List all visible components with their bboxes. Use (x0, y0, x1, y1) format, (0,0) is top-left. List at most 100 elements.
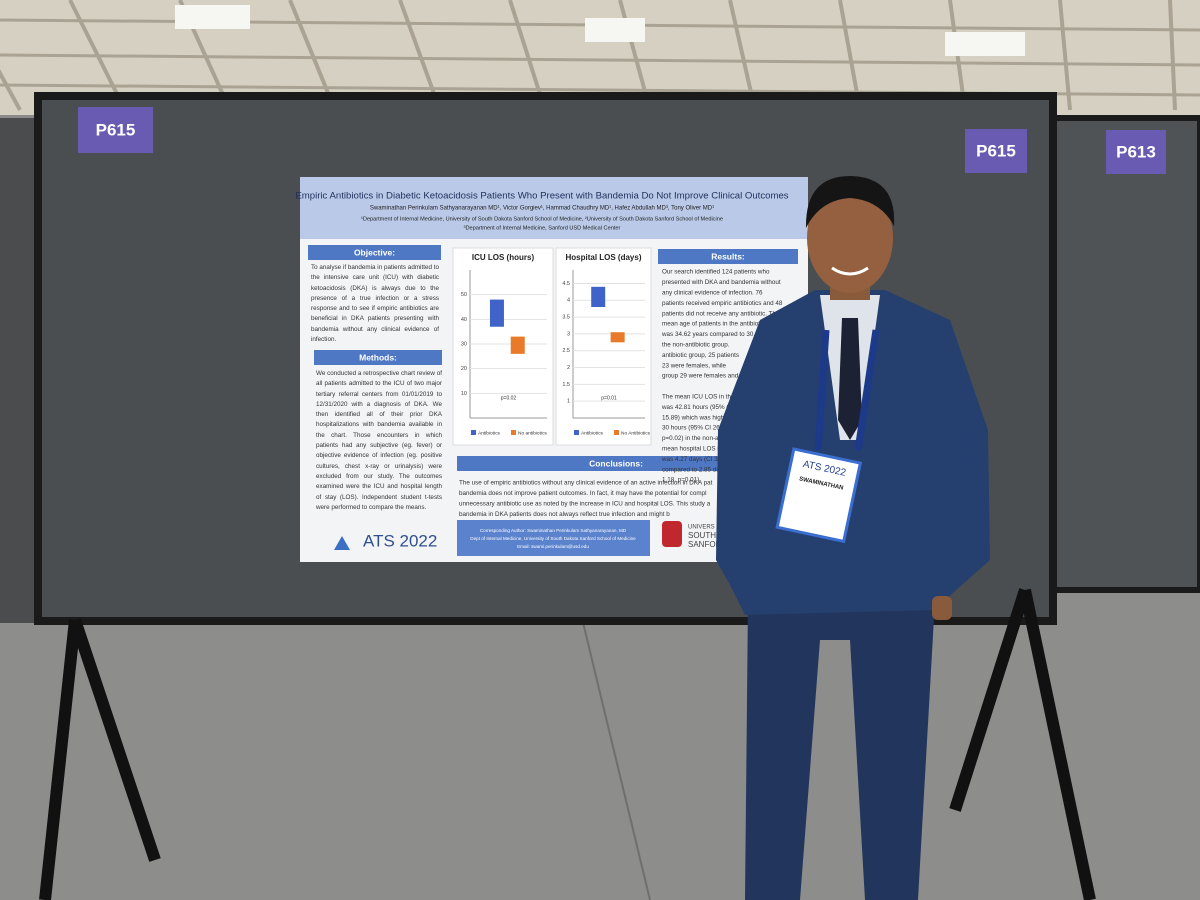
easel-leg (39, 619, 81, 900)
results-line: compared to 2.85 da (662, 466, 720, 473)
floor (0, 590, 1200, 900)
results-line: presented with DKA and bandemia without (662, 279, 781, 286)
legend-label: No antibiotics (518, 430, 547, 436)
y-tick-label: 20 (461, 366, 467, 372)
floor-seam (579, 609, 651, 900)
legend-swatch (614, 430, 619, 435)
badge-card (775, 447, 863, 544)
footer-line: Dept of Internal Medicine, University of… (470, 536, 636, 541)
section-heading-text: Results: (711, 251, 745, 261)
results-line: mean hospital LOS in (662, 445, 723, 452)
chart-title: Hospital LOS (days) (565, 253, 641, 262)
y-tick-label: 4 (567, 298, 570, 304)
legend-label: Antibiotics (478, 430, 500, 436)
hand (932, 596, 952, 620)
ceiling-beam (288, 0, 337, 111)
range-box (510, 336, 525, 354)
p-value: p=0.02 (501, 395, 517, 401)
y-tick-label: 4.5 (562, 281, 570, 287)
range-box (489, 299, 504, 327)
y-tick-label: 40 (461, 317, 467, 323)
conclusions-line: bandemia in DKA patients does not always… (459, 511, 670, 518)
ceiling-light (585, 18, 645, 42)
y-tick-label: 1.5 (562, 382, 570, 388)
section-heading-text: Conclusions: (589, 458, 643, 468)
university-name: UNIVERS (688, 525, 715, 531)
conclusions-line: bandemia does not improve patient outcom… (459, 490, 706, 497)
section-heading-text: Methods: (359, 352, 397, 362)
ceiling-light (175, 5, 250, 29)
results-line: the non-antibiotic group. (662, 341, 730, 348)
range-box (591, 286, 606, 307)
y-tick-label: 2 (567, 365, 570, 371)
ceiling-beam (1168, 0, 1177, 111)
results-line: p=0.02) in the non-a (662, 435, 719, 442)
legend-label: No Antibiotics (621, 430, 651, 436)
university-name: SANFORD S (688, 540, 735, 549)
ceiling-beam (508, 0, 547, 111)
booth-sign (1106, 130, 1166, 174)
conclusions-line: The use of empiric antibiotics without a… (459, 480, 713, 487)
y-tick-label: 10 (461, 391, 467, 397)
lanyard (814, 329, 880, 451)
ats-icon (334, 536, 350, 550)
legs (745, 600, 935, 900)
hair (805, 175, 895, 228)
legend-swatch (574, 430, 579, 435)
results-line: was 34.62 years compared to 30.50 (661, 331, 763, 338)
smile (831, 266, 869, 276)
easel-leg (949, 588, 1031, 812)
head (807, 183, 893, 293)
y-tick-label: 3.5 (562, 315, 570, 321)
poster-affiliation: ³Department of Internal Medicine, Sanfor… (464, 225, 621, 231)
easel-leg (69, 618, 161, 862)
poster-authors: Swaminathan Perinkulam Sathyanarayanan M… (370, 206, 714, 212)
chart-title: ICU LOS (hours) (472, 253, 535, 262)
results-line: any clinical evidence of infection. 76 (662, 289, 763, 296)
section-heading (308, 245, 441, 260)
results-line: 23 were females, while (662, 362, 727, 369)
results-line: patients received empiric antibiotics an… (662, 300, 783, 307)
range-box (610, 332, 625, 343)
results-line: The mean ICU LOS in th (662, 393, 731, 400)
y-tick-label: 2.5 (562, 348, 570, 354)
easel-leg (1019, 588, 1096, 900)
poster-header (300, 177, 808, 239)
tie (838, 318, 862, 440)
ceiling-beam (0, 53, 1200, 67)
y-tick-label: 1 (567, 399, 570, 405)
usd-logo (662, 521, 682, 547)
y-tick-label: 3 (567, 331, 570, 337)
results-line: 30 hours (95% CI 26.3 (662, 425, 726, 432)
results-line: was 42.81 hours (95% C (661, 404, 731, 411)
legend-label: Antibiotics (581, 430, 603, 436)
results-line: 1.18, p=0.01) (662, 477, 699, 484)
ceiling-light (945, 32, 1025, 56)
legend-swatch (511, 430, 516, 435)
booth-number: P613 (1116, 142, 1156, 161)
poster-title: Empiric Antibiotics in Diabetic Ketoacid… (295, 191, 788, 202)
y-tick-label: 50 (461, 292, 467, 298)
results-line: Our search identified 124 patients who (662, 269, 770, 276)
results-line: mean age of patients in the antibiotic g… (662, 321, 783, 328)
section-heading (658, 249, 798, 264)
chart-panel (555, 247, 652, 446)
results-line: 15.89) which was high (662, 414, 725, 421)
poster-affiliation: ¹Department of Internal Medicine, Univer… (361, 216, 723, 222)
results-line: patients did not receive any antibiotic.… (662, 310, 780, 317)
section-heading-text: Objective: (354, 247, 395, 257)
results-line: group 29 were females and (662, 373, 739, 380)
section-heading (457, 456, 775, 471)
footer-box (457, 520, 650, 556)
results-line: was 4.27 days (CI 3.7 (661, 456, 723, 463)
footer-line: Corresponding Author: Swaminathan Perink… (480, 528, 627, 533)
university-name: SOUTH (688, 531, 716, 540)
booth-sign (78, 107, 153, 153)
booth-number: P615 (976, 141, 1016, 160)
legend-swatch (471, 430, 476, 435)
section-heading (314, 350, 442, 365)
